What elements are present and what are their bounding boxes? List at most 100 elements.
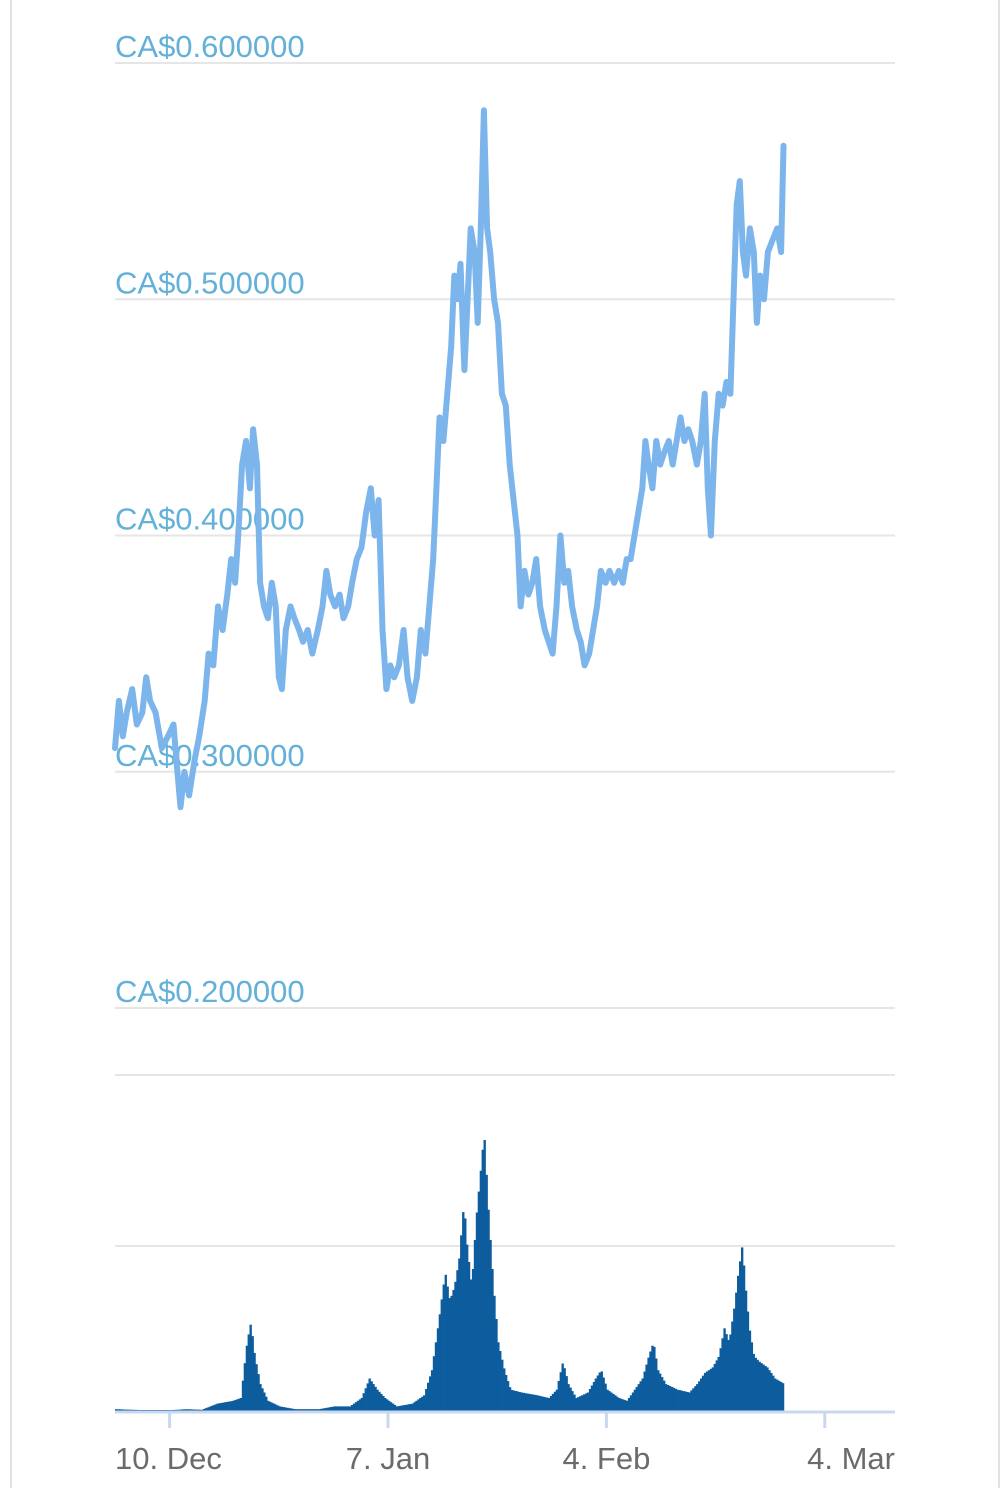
volume-bar [374,1386,377,1412]
volume-bar [475,1212,479,1412]
volume-bar [559,1372,562,1412]
volume-bar [754,1357,757,1412]
volume-bar [546,1397,549,1412]
volume-bar [764,1366,767,1412]
volume-bar [715,1360,718,1412]
x-tick-label: 10. Dec [115,1441,222,1476]
volume-bar [729,1334,732,1412]
volume-bar [682,1391,685,1412]
volume-bar [522,1392,525,1412]
volume-bar [664,1384,668,1412]
volume-bar [645,1364,648,1412]
volume-bar [505,1375,508,1412]
volume-bar [538,1395,541,1412]
volume-bar [727,1339,730,1412]
volume-bar [276,1405,280,1412]
volume-bar [713,1363,716,1412]
volume-bar [598,1372,601,1412]
volume-bar [719,1348,722,1412]
volume-bar [415,1400,418,1412]
volume-bar [479,1170,483,1412]
volume-bar [366,1383,369,1412]
volume-bar [499,1351,502,1412]
volume-bar [692,1388,695,1412]
volume-bar [419,1398,422,1412]
volume-bar [627,1398,631,1412]
volume-bar [220,1402,223,1412]
volume-bar [571,1391,574,1412]
volume-bar [436,1328,440,1412]
volume-bar [690,1390,693,1412]
volume-bar [333,1406,336,1412]
volume-bar [717,1356,720,1412]
volume-bar [331,1406,334,1412]
volume-bar [405,1404,408,1412]
volume-bar [536,1395,539,1412]
volume-bar [501,1359,504,1412]
volume-bar [273,1403,276,1412]
volume-bar [397,1406,401,1412]
volume-bar [269,1401,272,1412]
volume-bar [427,1382,430,1412]
volume-bar [378,1391,381,1412]
volume-bar [255,1364,258,1412]
volume-bar [464,1218,467,1412]
volume-bar [491,1269,494,1412]
volume-bar [676,1389,679,1412]
volume-bar [278,1406,282,1412]
volume-bar [772,1375,775,1412]
volume-bar [452,1289,455,1412]
volume-bar [651,1345,654,1412]
volume-bar [639,1381,642,1412]
volume-bar [641,1378,644,1412]
volume-bar [349,1406,352,1412]
volume-bar [467,1262,471,1412]
volume-bar [577,1397,580,1412]
volume-bar [444,1274,447,1412]
volume-bar [672,1387,676,1412]
volume-bar [555,1389,559,1412]
volume-bar [434,1342,438,1413]
volume-bar [274,1404,278,1412]
volume-bar [271,1402,274,1412]
volume-bar [573,1394,576,1412]
volume-bar [551,1393,555,1412]
volume-bar [594,1378,598,1412]
volume-bar [781,1383,785,1412]
volume-bar [518,1392,521,1412]
volume-bar [688,1392,691,1412]
volume-bar [553,1391,557,1412]
x-axis-labels: 10. Dec 7. Jan 4. Feb 4. Mar [115,1441,895,1476]
volume-bar [430,1370,434,1413]
volume-bar [477,1191,481,1412]
volume-bar [224,1402,227,1412]
volume-bar [208,1406,211,1412]
volume-bar [337,1406,340,1412]
volume-bar [230,1401,233,1412]
volume-bar [758,1361,761,1412]
volume-bar [569,1387,572,1412]
volume-bar [206,1407,209,1412]
volume-bar [233,1400,237,1412]
volume-bar [466,1244,469,1412]
volume-bar [214,1404,217,1412]
volume-bar [471,1269,475,1412]
volume-bar [768,1370,771,1413]
volume-bar [237,1398,241,1412]
volume-bar [358,1399,362,1412]
volume-bar [516,1391,520,1412]
volume-bar [292,1408,295,1412]
volume-bar [389,1402,393,1412]
volume-bar [774,1378,777,1412]
volume-bar [721,1338,724,1412]
volume-bar [698,1381,701,1412]
volume-bar [469,1279,473,1412]
volume-bar [495,1319,498,1412]
volume-bar [608,1391,611,1412]
volume-bar [592,1382,596,1412]
volume-bar [742,1265,746,1412]
x-tick-label: 7. Jan [346,1441,430,1476]
volume-bar [770,1372,773,1412]
volume-bar [701,1375,705,1412]
volume-bar [218,1403,221,1412]
